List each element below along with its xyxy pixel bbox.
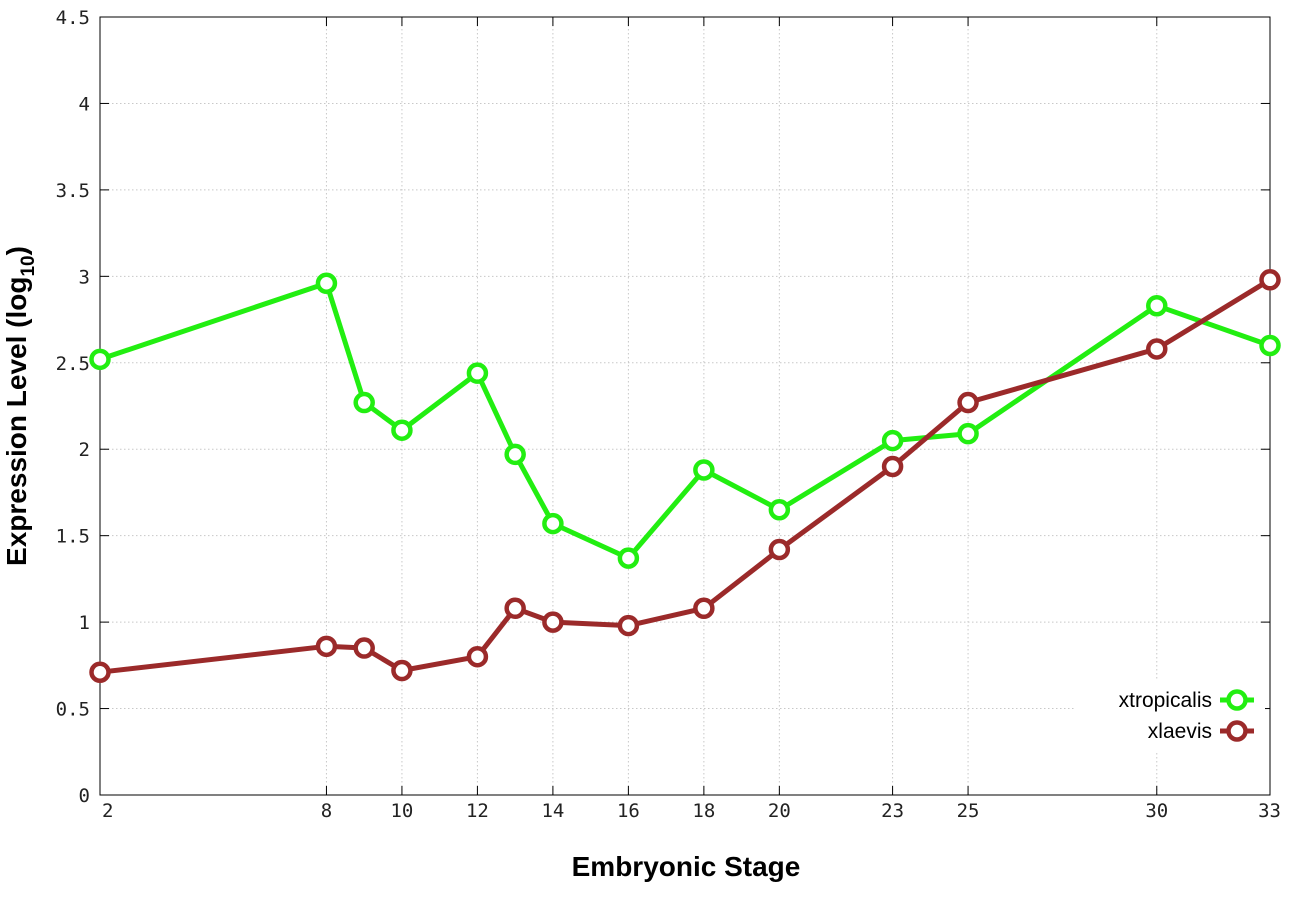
x-tick-label: 25 bbox=[957, 800, 980, 822]
data-point bbox=[466, 645, 489, 668]
data-point bbox=[504, 597, 526, 620]
data-point bbox=[881, 429, 904, 452]
y-axis-title-close: ) bbox=[1, 246, 32, 255]
y-tick-label: 2 bbox=[79, 439, 90, 461]
y-tick-label: 1.5 bbox=[56, 526, 90, 548]
legend: xtropicalis xlaevis bbox=[1075, 680, 1265, 752]
x-tick-label: 12 bbox=[466, 800, 489, 822]
data-point bbox=[353, 637, 375, 659]
x-tick-label: 2 bbox=[102, 800, 113, 822]
y-tick-label: 4.5 bbox=[56, 7, 90, 29]
x-tick-label: 16 bbox=[617, 800, 640, 822]
legend-marker bbox=[1226, 689, 1248, 711]
y-axis-title-main: Expression Level (log bbox=[1, 277, 32, 566]
grid-lines bbox=[100, 17, 1270, 795]
legend-marker bbox=[1226, 720, 1248, 742]
data-point bbox=[89, 661, 111, 683]
data-point bbox=[617, 547, 640, 569]
legend-item: xlaevis bbox=[1148, 720, 1254, 743]
data-point bbox=[1146, 294, 1168, 317]
data-point bbox=[957, 391, 979, 414]
data-point bbox=[617, 614, 640, 637]
data-point bbox=[391, 659, 413, 682]
plot-frame bbox=[99, 16, 1271, 796]
data-point bbox=[466, 362, 489, 384]
data-point bbox=[768, 498, 791, 521]
data-point bbox=[768, 538, 791, 561]
x-tick-label: 20 bbox=[768, 800, 791, 822]
x-tick-label: 30 bbox=[1145, 800, 1168, 822]
legend-label: xtropicalis bbox=[1119, 689, 1212, 712]
y-tick-label: 1 bbox=[79, 612, 90, 634]
legend-item: xtropicalis bbox=[1119, 689, 1254, 712]
x-tick-label: 23 bbox=[881, 800, 904, 822]
data-point bbox=[1146, 338, 1168, 360]
y-axis-title: Expression Level (log10) bbox=[1, 246, 39, 566]
y-tick-label: 3.5 bbox=[56, 180, 90, 202]
x-tick-label: 8 bbox=[321, 800, 332, 822]
x-tick-label: 33 bbox=[1258, 800, 1281, 822]
x-axis: 2 8 10 12 14 16 18 20 23 25 30 33 bbox=[99, 17, 1281, 822]
data-point bbox=[391, 419, 413, 441]
data-point bbox=[1259, 269, 1281, 291]
series-xtropicalis bbox=[89, 272, 1281, 569]
data-point bbox=[693, 459, 715, 481]
y-axis: 0 0.5 1 1.5 2 2.5 3 3.5 4 4.5 bbox=[56, 7, 1270, 807]
y-tick-label: 4 bbox=[79, 93, 90, 115]
x-tick-label: 10 bbox=[390, 800, 413, 822]
series-layer bbox=[89, 269, 1281, 683]
series-line bbox=[99, 277, 1272, 675]
y-tick-label: 0.5 bbox=[56, 699, 90, 721]
data-point bbox=[1259, 334, 1281, 357]
data-point bbox=[504, 443, 526, 466]
data-point bbox=[542, 611, 564, 633]
y-tick-label: 2.5 bbox=[56, 353, 90, 375]
y-tick-label: 0 bbox=[79, 785, 90, 807]
series-line bbox=[99, 280, 1271, 561]
data-point bbox=[693, 597, 715, 620]
data-point bbox=[353, 391, 375, 414]
x-tick-label: 14 bbox=[541, 800, 564, 822]
data-point bbox=[315, 272, 338, 294]
legend-label: xlaevis bbox=[1148, 720, 1212, 743]
data-point bbox=[957, 422, 979, 445]
data-point bbox=[881, 455, 904, 478]
y-tick-label: 3 bbox=[79, 266, 90, 288]
data-point bbox=[315, 635, 338, 658]
data-point bbox=[542, 512, 564, 535]
series-xlaevis bbox=[89, 269, 1281, 683]
y-axis-title-subscript: 10 bbox=[18, 255, 39, 276]
data-point bbox=[89, 348, 111, 371]
x-axis-title: Embryonic Stage bbox=[572, 851, 801, 882]
x-tick-label: 18 bbox=[692, 800, 715, 822]
